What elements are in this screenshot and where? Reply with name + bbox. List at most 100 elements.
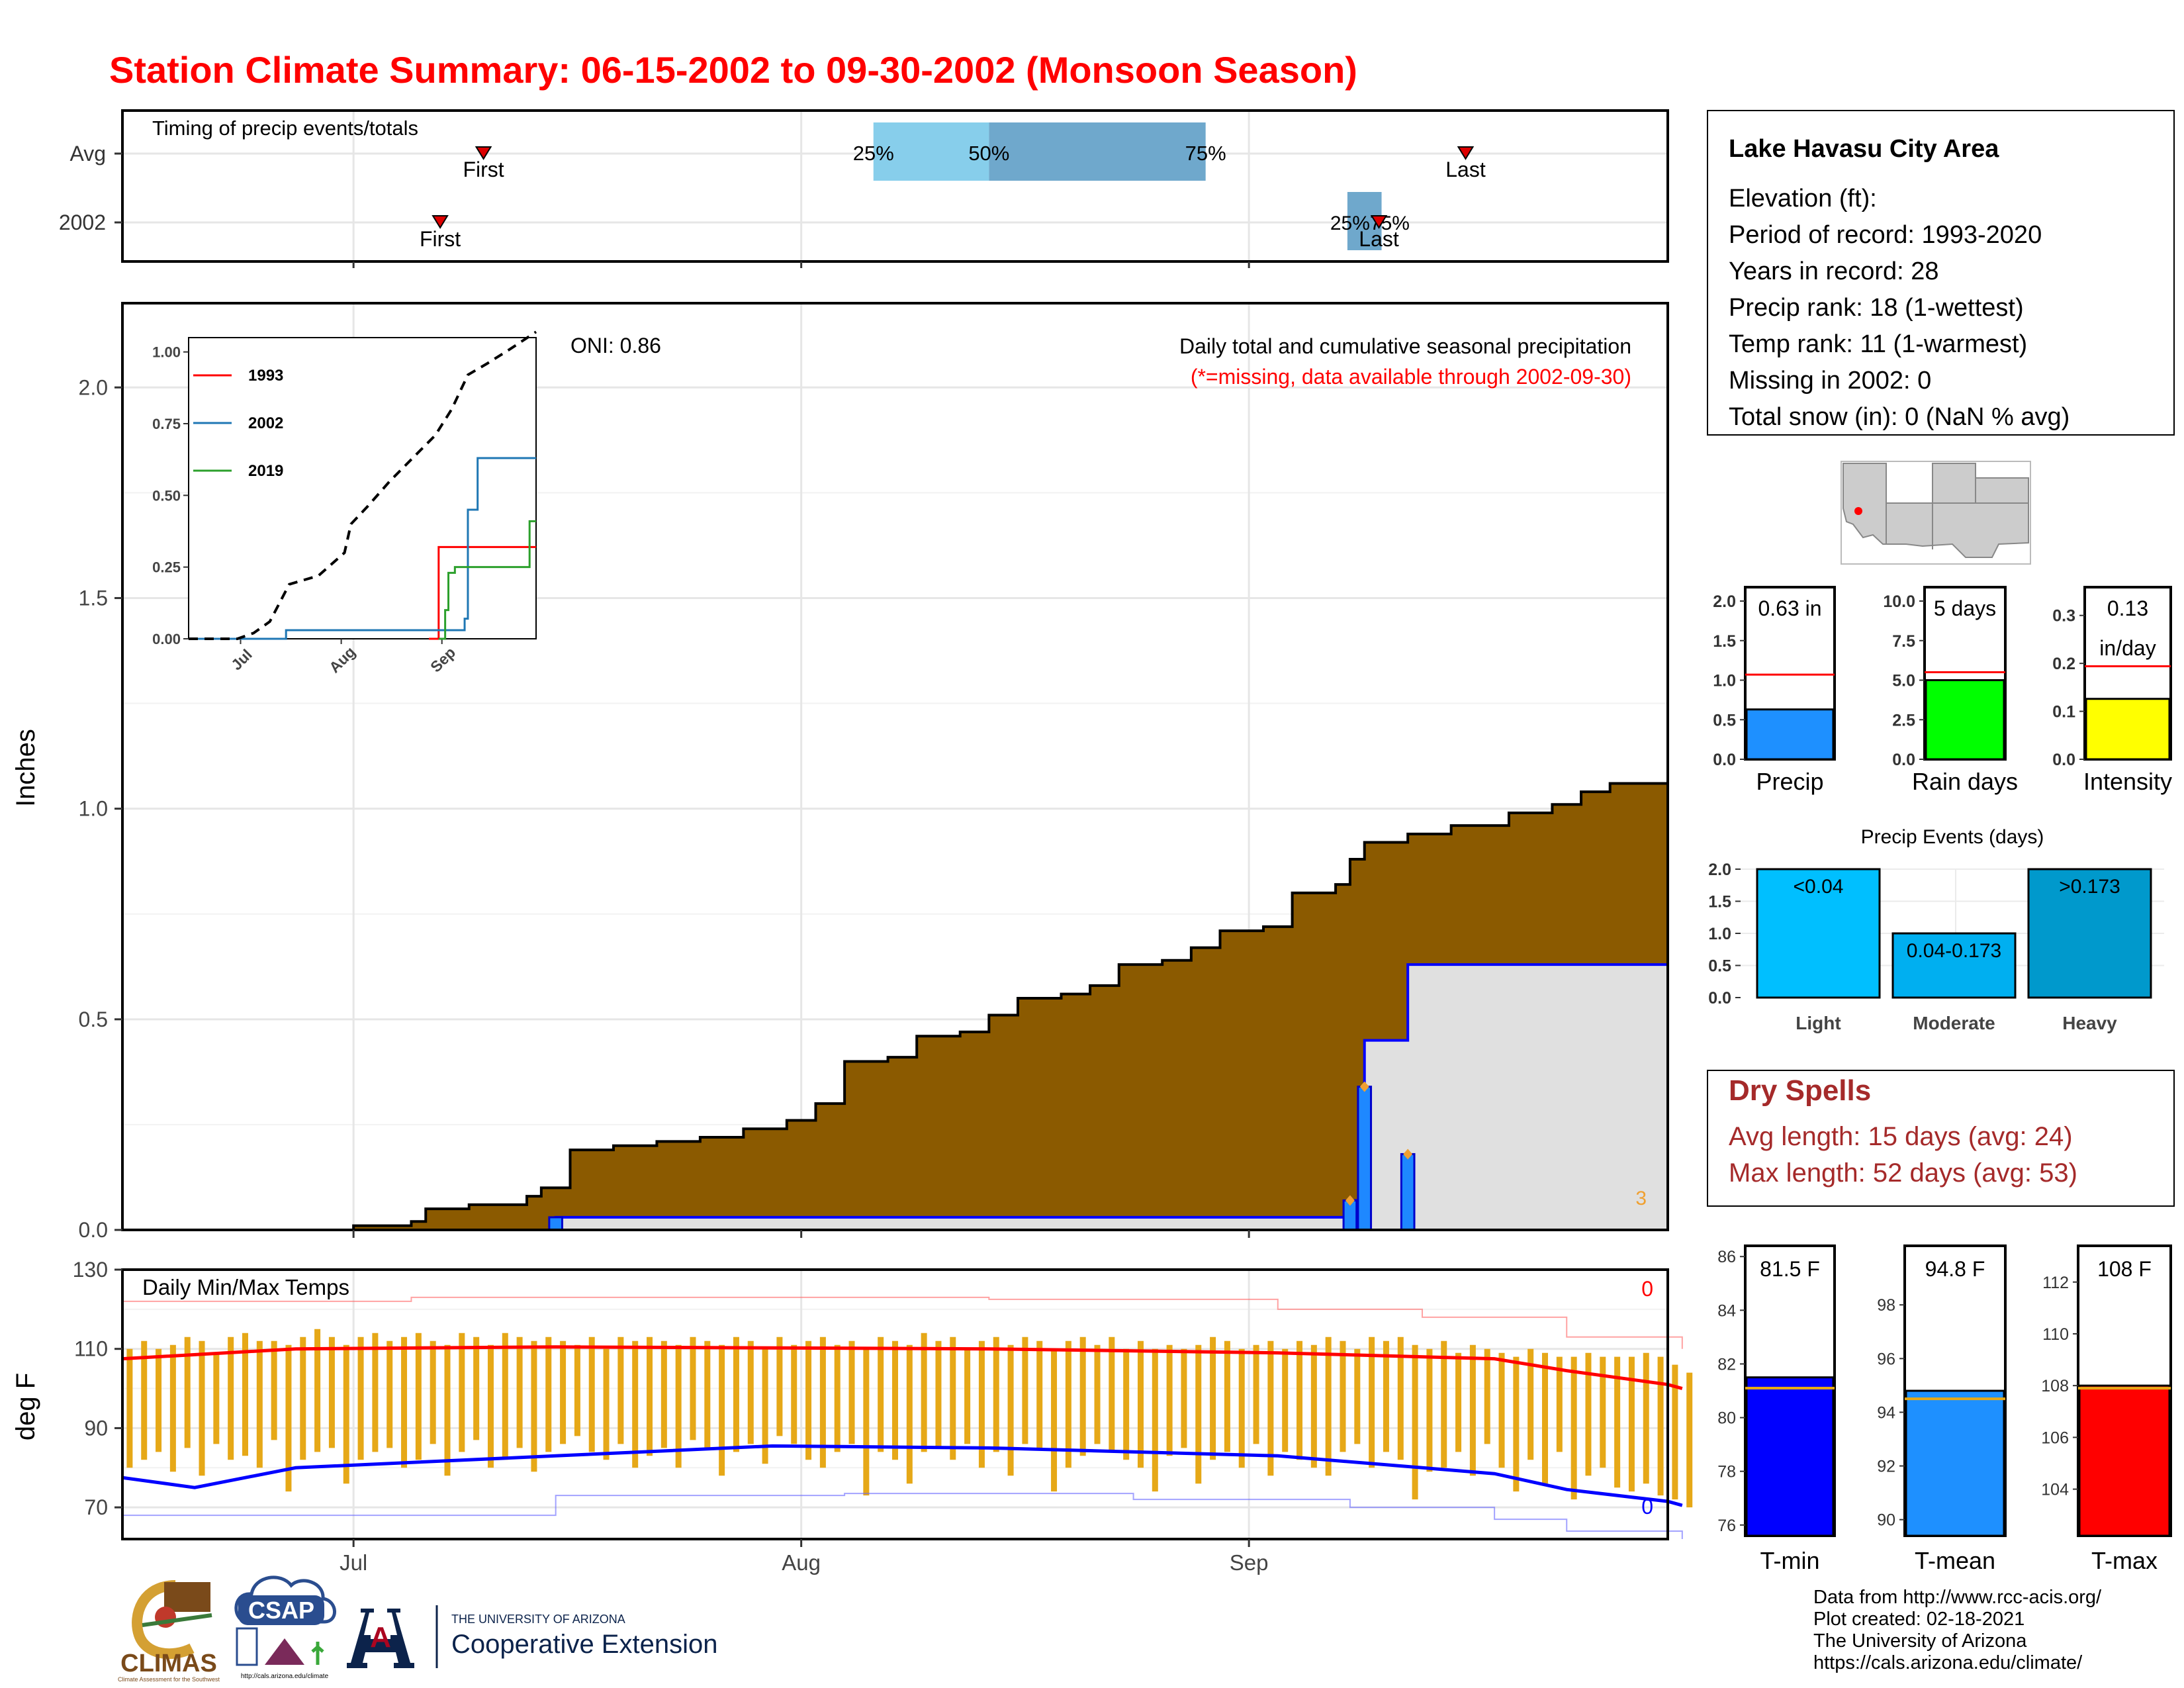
temp-y-tick-label: 130: [73, 1258, 108, 1282]
gauge-tick-label: 1.0: [1713, 672, 1736, 690]
events-y-tick-label: 1.5: [1708, 893, 1731, 912]
dry-spells-avg-length: Avg length: 15 days (avg: 24): [1729, 1122, 2073, 1151]
temp-gauge-tick-label: 78: [1717, 1463, 1736, 1481]
daily-avg-marker: [1359, 1081, 1369, 1092]
timing-avg-q25-label: 25%: [853, 142, 894, 165]
gauge-value-label: 0.63 in: [1758, 596, 1821, 620]
temp-x-tick-label: Jul: [340, 1550, 367, 1575]
station-info-line: Elevation (ft):: [1729, 185, 1877, 212]
station-location-dot: [1854, 507, 1862, 515]
events-y-tick-label: 1.0: [1708, 925, 1731, 943]
temp-gauge-tick-label: 80: [1717, 1409, 1736, 1428]
timing-2002-quartile-label: 25%75%: [1330, 212, 1410, 234]
inset-legend-label: 2002: [248, 414, 283, 432]
events-category-label: Light: [1796, 1013, 1841, 1033]
footer-credits: Data from http://www.rcc-acis.org/ Plot …: [1813, 1587, 2102, 1673]
inset-y-tick-label: 1.00: [152, 344, 181, 361]
precip-y-tick-label: 2.0: [79, 375, 108, 399]
climas-logo-swoosh: [132, 1580, 195, 1660]
temp-gauge-name: T-min: [1760, 1547, 1820, 1574]
timing-row-avg-label: Avg: [69, 142, 106, 165]
station-info-line: Temp rank: 11 (1-warmest): [1729, 330, 2027, 358]
timing-row-2002-label: 2002: [59, 211, 106, 234]
station-name: Lake Havasu City Area: [1729, 135, 1999, 163]
inset-legend-label: 1993: [248, 367, 283, 385]
temp-panel: 70 90 110 130 Jul Aug Sep Daily Min/Max Temps…: [11, 1258, 1693, 1575]
dry-spells-title: Dry Spells: [1729, 1074, 1871, 1107]
precip-legend-note: (*=missing, data available through 2002-…: [1191, 365, 1631, 389]
map-states: [1843, 463, 2029, 558]
station-info-line: Period of record: 1993-2020: [1729, 221, 2042, 249]
events-y-tick-label: 0.5: [1708, 957, 1731, 976]
gauge-tick-label: 7.5: [1892, 632, 1915, 651]
temp-gauge-bar: [1905, 1389, 2005, 1537]
climas-logo-stroke: [142, 1613, 212, 1627]
station-info-box: Lake Havasu City Area Elevation (ft): Per…: [1707, 110, 2175, 436]
daily-precip-bar: [548, 1216, 563, 1231]
temp-gauge-tick-label: 90: [1877, 1511, 1895, 1530]
temp-y-tick-label: 110: [74, 1337, 108, 1361]
ua-top-text: THE UNIVERSITY OF ARIZONA: [451, 1613, 625, 1626]
timing-avg-first-marker: [475, 146, 492, 160]
station-info-line: Years in record: 28: [1729, 258, 1939, 285]
timing-2002-last-marker: [1370, 215, 1388, 229]
csap-logo-badge: [238, 1595, 324, 1625]
timing-panel: Timing of precip events/totals Avg 2002 …: [59, 109, 1669, 268]
gauge-bar: [1745, 708, 1835, 761]
footer-line-4: https://cals.arizona.edu/climate/: [1813, 1652, 2083, 1673]
temp-gauge-tick-label: 110: [2042, 1325, 2069, 1344]
temp-panel-label: Daily Min/Max Temps: [142, 1275, 349, 1299]
temp-gauge-tick-label: 108: [2041, 1377, 2069, 1395]
station-info-frame: [1707, 110, 2175, 436]
temp-gauge-name: T-mean: [1915, 1547, 1995, 1574]
temp-gauge-tick-label: 104: [2041, 1481, 2069, 1499]
temp-gauge-tick-label: 106: [2041, 1429, 2069, 1447]
inset-series-2002: [189, 457, 536, 640]
page-title: Station Climate Summary: 06-15-2002 to 0…: [109, 49, 1357, 91]
gauge-tick-label: 0.0: [1713, 751, 1736, 769]
gauge-tick-label: 2.0: [1713, 592, 1736, 611]
ua-bottom-text: Cooperative Extension: [451, 1630, 717, 1659]
climas-logo-block: [164, 1582, 210, 1612]
avg-cumulative-area: [122, 779, 1668, 1230]
temp-y-axis: 70 90 110 130: [73, 1258, 122, 1519]
temp-gauge-bar: [2078, 1384, 2171, 1537]
events-bar-label: <0.04: [1794, 876, 1844, 898]
ua-a-letter: A: [370, 1621, 391, 1654]
timing-avg-q75-label: 75%: [1185, 142, 1226, 165]
timing-avg-q50-label: 50%: [968, 142, 1009, 165]
temp-plot: [122, 1296, 1693, 1539]
csap-logo-text: CSAP: [248, 1597, 314, 1624]
events-bar-label: >0.173: [2059, 876, 2120, 898]
inset-y-tick-label: 0.25: [152, 559, 181, 576]
gauge-name: Rain days: [1912, 768, 2018, 795]
oni-label: ONI: 0.86: [570, 334, 661, 357]
temp-panel-frame: [121, 1268, 1669, 1540]
events-bar: [1891, 932, 2017, 999]
timing-label: Timing of precip events/totals: [152, 117, 418, 140]
temp-gauge-name: T-max: [2091, 1547, 2158, 1574]
temp-gauge-bar: [1745, 1376, 1835, 1537]
gauge-tick-label: 0.3: [2052, 607, 2075, 626]
csap-logo-cactus: [311, 1642, 324, 1665]
temp-count-bottom: 0: [1641, 1495, 1653, 1519]
precip-events-chart: Precip Events (days) 0.0 0.5 1.0 1.5 2.0 <0.0…: [1708, 826, 2164, 1033]
precip-y-axis: 0.0 0.5 1.0 1.5 2.0: [79, 375, 1250, 1242]
daily-avg-marker: [1345, 1195, 1355, 1206]
gauge-tick-label: 0.0: [1892, 751, 1915, 769]
gauge-name: Precip: [1756, 768, 1823, 795]
observed-cumulative-area: [122, 964, 1668, 1230]
footer-line-1: Data from http://www.rcc-acis.org/: [1813, 1587, 2102, 1608]
events-y-tick-label: 0.0: [1708, 989, 1731, 1008]
temp-gauge-tick-label: 112: [2042, 1274, 2069, 1292]
timing-avg-q50-q75-bar: [989, 122, 1206, 181]
precip-y-tick-label: 0.0: [79, 1218, 108, 1242]
csap-logo-mountain: [265, 1638, 304, 1665]
inset-avg-line: [189, 330, 537, 640]
temp-gauge-value-label: 94.8 F: [1925, 1257, 1985, 1281]
inset-legend-label: 2019: [248, 462, 283, 480]
events-bar: [1756, 868, 1881, 999]
dry-spells-max-length: Max length: 52 days (avg: 53): [1729, 1158, 2077, 1188]
inset-series-2019: [438, 520, 536, 640]
